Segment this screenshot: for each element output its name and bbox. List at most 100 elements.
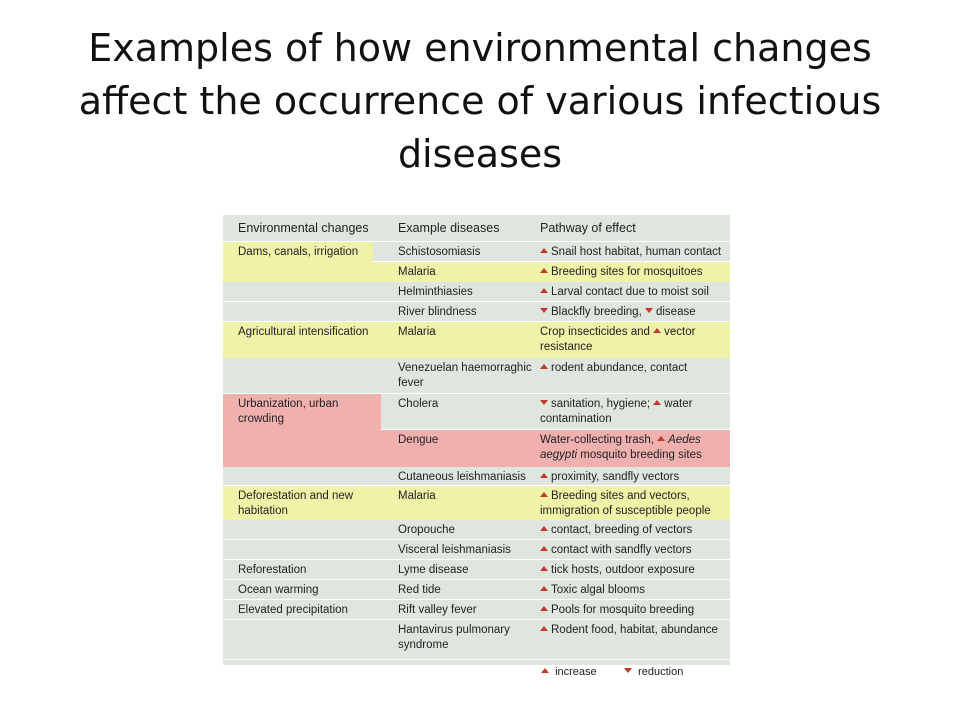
pathway-text: Toxic algal blooms	[551, 584, 645, 596]
table-row: River blindness Blackfly breeding, diseas…	[223, 302, 730, 322]
pathway-text: contact with sandfly vectors	[551, 544, 692, 556]
legend-reduction-label: reduction	[638, 666, 684, 678]
reduction-arrow-icon	[540, 400, 548, 405]
increase-arrow-icon	[540, 526, 548, 531]
row-highlight	[223, 394, 381, 430]
row-highlight	[531, 486, 730, 520]
example-disease-cell: Dengue	[398, 434, 439, 446]
table-row: Visceral leishmaniasis contact with sandf…	[223, 540, 730, 560]
row-highlight	[223, 262, 381, 282]
pathway-text: Rodent food, habitat, abundance	[551, 624, 718, 636]
environmental-change-cell: Urbanization, urban crowding	[238, 398, 339, 425]
table-row: Malaria Breeding sites for mosquitoes	[223, 262, 730, 282]
pathway-text: proximity, sandfly vectors	[551, 471, 680, 483]
row-highlight	[223, 322, 381, 358]
table-row: Ocean warming Red tide Toxic algal blooms	[223, 580, 730, 600]
increase-arrow-icon	[540, 268, 548, 273]
example-disease-cell: Venezuelan haemorraghic fever	[398, 362, 532, 389]
table-row: Helminthiasies Larval contact due to mois…	[223, 282, 730, 302]
example-disease-cell: Schistosomiasis	[398, 246, 481, 258]
table-row: Deforestation and new habitation Malaria B…	[223, 486, 730, 520]
pathway-text: Water-collecting trash,	[540, 434, 658, 446]
row-highlight	[531, 262, 730, 282]
example-disease-cell: Red tide	[398, 584, 441, 596]
example-disease-cell: Cutaneous leishmaniasis	[398, 471, 526, 483]
example-disease-cell: Hantavirus pulmonary syndrome	[398, 624, 510, 651]
row-highlight	[531, 322, 730, 358]
pathway-text: disease	[655, 306, 696, 318]
row-highlight	[223, 430, 381, 467]
row-highlight	[531, 430, 730, 467]
row-highlight	[381, 486, 531, 520]
row-highlight	[223, 242, 373, 262]
example-disease-cell: Helminthiasies	[398, 286, 473, 298]
disease-table: Environmental changes Example diseases Pat…	[223, 215, 730, 665]
table-row: Venezuelan haemorraghic fever rodent abun…	[223, 358, 730, 394]
environmental-change-cell: Deforestation and new habitation	[238, 490, 354, 517]
reduction-arrow-icon	[540, 308, 548, 313]
example-disease-cell: Oropouche	[398, 524, 455, 536]
row-highlight	[381, 322, 531, 358]
table-row: Elevated precipitation Rift valley fever P…	[223, 600, 730, 620]
pathway-text: Crop insecticides and	[540, 326, 654, 338]
table-row: Hantavirus pulmonary syndrome Rodent food…	[223, 620, 730, 660]
example-disease-cell: River blindness	[398, 306, 477, 318]
legend-increase: increase	[541, 666, 597, 678]
pathway-text: vector resistance	[540, 326, 696, 353]
table-row: Urbanization, urban crowding Cholera sanit…	[223, 394, 730, 430]
table-row: Agricultural intensification Malaria Crop …	[223, 322, 730, 358]
table-row: Oropouche contact, breeding of vectors	[223, 520, 730, 540]
increase-arrow-icon	[540, 288, 548, 293]
reduction-arrow-icon	[644, 308, 653, 313]
column-header: Environmental changes	[238, 221, 369, 235]
environmental-change-cell: Dams, canals, irrigation	[238, 246, 359, 258]
increase-arrow-icon	[540, 473, 548, 478]
example-disease-cell: Rift valley fever	[398, 604, 477, 616]
pathway-cell: rodent abundance, contact	[540, 361, 728, 376]
legend-reduction: reduction	[624, 666, 683, 678]
legend-increase-label: increase	[555, 666, 597, 678]
increase-arrow-icon	[541, 668, 549, 673]
environmental-change-cell: Ocean warming	[238, 584, 319, 596]
increase-arrow-icon	[540, 606, 548, 611]
pathway-text: water contamination	[540, 398, 693, 425]
environmental-change-cell: Reforestation	[238, 564, 307, 576]
example-disease-cell: Malaria	[398, 266, 436, 278]
increase-arrow-icon	[540, 586, 548, 591]
environmental-change-cell: Agricultural intensification	[238, 326, 369, 338]
pathway-text: mosquito breeding sites	[577, 449, 702, 461]
pathway-cell: proximity, sandfly vectors	[540, 470, 728, 485]
increase-arrow-icon	[540, 364, 548, 369]
pathway-text: Larval contact due to moist soil	[551, 286, 709, 298]
pathway-text: Breeding sites and vectors, immigration …	[540, 490, 711, 517]
row-highlight	[381, 430, 531, 467]
increase-arrow-icon	[540, 626, 548, 631]
example-disease-cell: Visceral leishmaniasis	[398, 544, 511, 556]
pathway-cell: Pools for mosquito breeding	[540, 603, 728, 618]
pathway-cell: Larval contact due to moist soil	[540, 285, 728, 300]
pathway-text: Breeding sites for mosquitoes	[551, 266, 703, 278]
example-disease-cell: Lyme disease	[398, 564, 469, 576]
row-highlight	[381, 262, 531, 282]
example-disease-cell: Malaria	[398, 490, 436, 502]
table-row: Dengue Water-collecting trash, Aedes aegy…	[223, 430, 730, 467]
pathway-cell: contact, breeding of vectors	[540, 523, 728, 538]
increase-arrow-icon	[657, 436, 666, 441]
pathway-cell: tick hosts, outdoor exposure	[540, 563, 728, 578]
increase-arrow-icon	[540, 566, 548, 571]
column-header: Example diseases	[398, 221, 500, 235]
example-disease-cell: Cholera	[398, 398, 439, 410]
pathway-text: contact, breeding of vectors	[551, 524, 693, 536]
table-row: Reforestation Lyme disease tick hosts, out…	[223, 560, 730, 580]
increase-arrow-icon	[653, 400, 662, 405]
pathway-cell: Water-collecting trash, Aedes aegypti mo…	[540, 433, 728, 463]
increase-arrow-icon	[540, 248, 548, 253]
slide-title: Examples of how environmental changes af…	[78, 26, 882, 176]
table-row: Dams, canals, irrigation Schistosomiasis S…	[223, 242, 730, 262]
increase-arrow-icon	[540, 546, 548, 551]
row-highlight	[223, 486, 381, 520]
pathway-cell: Breeding sites and vectors, immigration …	[540, 489, 728, 519]
pathway-text: rodent abundance, contact	[551, 362, 688, 374]
pathway-cell: Rodent food, habitat, abundance	[540, 623, 728, 638]
example-disease-cell: Malaria	[398, 326, 436, 338]
